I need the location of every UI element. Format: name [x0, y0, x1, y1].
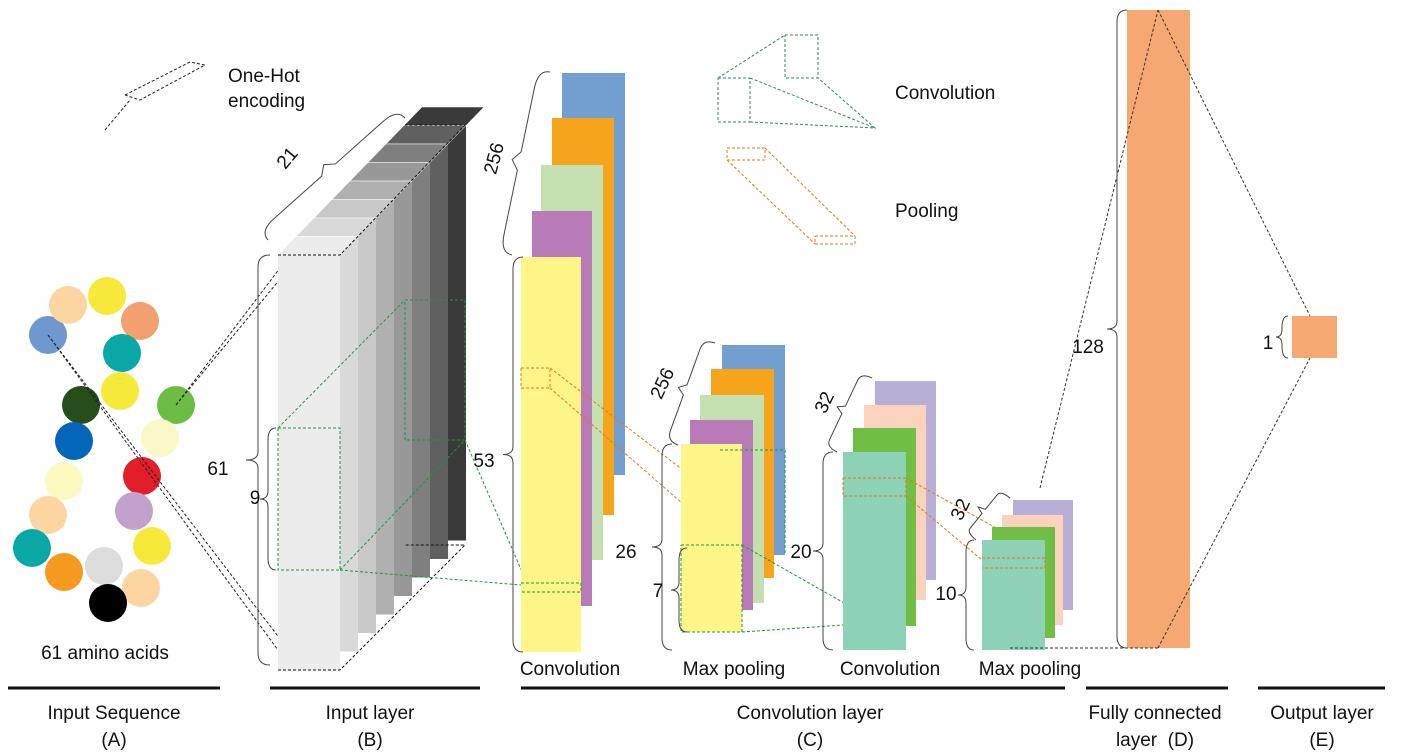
pool-glyph — [815, 236, 855, 244]
section-title: layer (D) — [1116, 730, 1194, 750]
amino-acid — [13, 529, 51, 567]
stage-label: Max pooling — [979, 659, 1081, 680]
slab — [278, 255, 340, 670]
dimension: 32 — [947, 496, 975, 524]
dimension: 128 — [1072, 337, 1104, 358]
dimension: 256 — [647, 365, 679, 403]
amino-acid — [62, 386, 100, 424]
pool-glyph — [727, 160, 815, 244]
amino-acid — [85, 547, 123, 585]
amino-acid — [103, 334, 141, 372]
dimension: 9 — [250, 488, 261, 509]
legend-text: One-Hot — [228, 66, 301, 87]
dimension: 10 — [935, 584, 956, 605]
section-title: Convolution layer — [737, 703, 884, 724]
dimension: 256 — [480, 141, 508, 177]
section-title: Input layer — [326, 703, 415, 724]
amino-acid — [121, 302, 159, 340]
brace — [1276, 316, 1288, 358]
dimension: 26 — [615, 542, 636, 563]
amino-acid — [88, 277, 126, 315]
amino-acid — [45, 553, 83, 591]
one-hot-glyph — [125, 62, 205, 100]
stage-label: Convolution — [520, 659, 620, 680]
dimension: 32 — [811, 389, 839, 417]
dashed-line — [742, 625, 843, 632]
shapes — [8, 10, 1385, 688]
section-title: (E) — [1309, 730, 1334, 750]
brace — [652, 444, 672, 650]
section-title: (A) — [101, 730, 126, 750]
brace — [503, 257, 523, 652]
amino-acid — [49, 286, 87, 324]
feature-map — [681, 444, 742, 632]
stage-label: Convolution — [840, 659, 940, 680]
conv-glyph — [750, 78, 875, 128]
amino-acid — [55, 422, 93, 460]
dense-layer — [1127, 10, 1190, 648]
legend-text: encoding — [228, 91, 305, 112]
feature-map — [843, 452, 906, 650]
dashed-line — [176, 268, 280, 405]
conv-glyph — [785, 35, 818, 78]
conv-glyph — [718, 35, 785, 78]
section-title: Fully connected — [1088, 703, 1221, 724]
feature-map — [982, 540, 1045, 650]
amino-acid — [45, 462, 83, 500]
brace — [1107, 10, 1127, 648]
output-unit — [1292, 316, 1337, 358]
dimension: 21 — [273, 144, 303, 174]
dashed-line — [48, 335, 278, 650]
section-title: (C) — [797, 730, 823, 750]
amino-acid — [133, 527, 171, 565]
conv-glyph — [718, 78, 750, 122]
dimension: 20 — [790, 542, 811, 563]
brace — [958, 540, 974, 650]
amino-acid — [89, 584, 127, 622]
pool-glyph — [765, 148, 855, 236]
amino-acid — [29, 496, 67, 534]
amino-acid — [141, 419, 179, 457]
feature-map — [521, 257, 581, 652]
amino-acid — [115, 492, 153, 530]
legend-text: Pooling — [895, 201, 958, 222]
brace — [813, 452, 833, 650]
dimension: 61 — [207, 459, 228, 480]
dimension: 53 — [473, 451, 494, 472]
stage-label: Max pooling — [683, 659, 785, 680]
section-title: Output layer — [1270, 703, 1374, 724]
section-title: (B) — [357, 730, 382, 750]
dimension: 1 — [1263, 333, 1274, 354]
pool-glyph — [727, 148, 765, 160]
caption: 61 amino acids — [41, 643, 169, 664]
section-title: Input Sequence — [47, 703, 180, 724]
diagram: One-Hot encoding Convolution Pooling 61 … — [0, 0, 1405, 750]
dimension: 7 — [653, 581, 664, 602]
slab-top — [404, 107, 484, 126]
one-hot-glyph — [105, 100, 130, 130]
brace — [260, 428, 276, 570]
dashed-line — [48, 335, 300, 665]
page: { "legend": { "one_hot": ["One-Hot", "en… — [0, 0, 1405, 750]
amino-acid — [101, 372, 139, 410]
legend-text: Convolution — [895, 83, 995, 104]
amino-acid — [122, 569, 160, 607]
